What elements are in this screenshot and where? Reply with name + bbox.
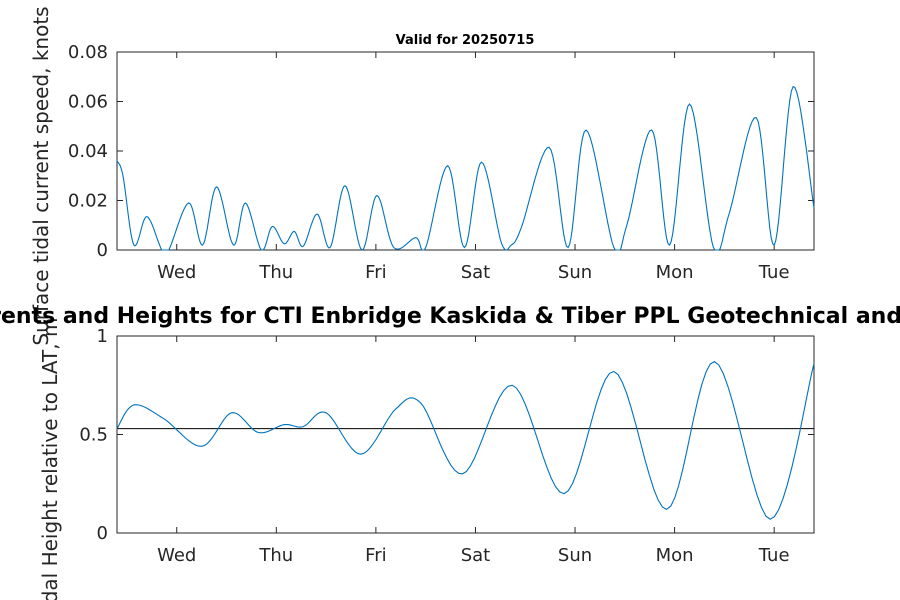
figure-main-title: Surface Tidal Currents and Heights for C… — [0, 304, 900, 329]
tidal-height-ticks: Wed Thu Fri Sat Sun Mon Tue 0 0.5 1 — [79, 326, 814, 566]
x-tick-label: Wed — [157, 545, 196, 566]
y-tick-label: 0.04 — [68, 141, 108, 162]
x-tick-label: Tue — [758, 262, 790, 283]
x-tick-label: Sun — [558, 262, 592, 283]
top-panel-title: Valid for 20250715 — [396, 33, 535, 48]
current-speed-axes-box — [116, 51, 815, 251]
tidal-height-ylabel: Tidal Height relative to LAT, m — [38, 318, 62, 600]
tidal-height-panel: Wed Thu Fri Sat Sun Mon Tue 0 0.5 1 Tidal Height … — [38, 318, 815, 600]
y-tick-label: 0.02 — [68, 191, 108, 212]
x-tick-label: Fri — [365, 262, 386, 283]
y-tick-label: 0 — [97, 240, 108, 261]
y-tick-label: 1 — [97, 326, 108, 347]
current-speed-panel: Valid for 20250715 Wed Thu Fri Sat Sun Mon Tue… — [29, 6, 815, 346]
current-speed-ticks: Wed Thu Fri Sat Sun Mon Tue 0 0.02 0.04 0.06 0.08 — [68, 42, 814, 283]
y-tick-label: 0.06 — [68, 92, 108, 113]
x-tick-label: Wed — [157, 262, 196, 283]
x-tick-label: Tue — [758, 545, 790, 566]
x-tick-label: Mon — [656, 545, 694, 566]
x-tick-label: Fri — [365, 545, 386, 566]
x-tick-label: Sat — [461, 262, 491, 283]
x-tick-label: Sat — [461, 545, 491, 566]
x-tick-label: Thu — [258, 545, 293, 566]
x-tick-label: Sun — [558, 545, 592, 566]
current-speed-line — [116, 85, 815, 251]
tidal-height-line — [116, 360, 815, 520]
current-speed-ylabel: Surface tidal current speed, knots — [29, 6, 53, 345]
y-tick-label: 0 — [97, 523, 108, 544]
y-tick-label: 0.5 — [79, 425, 108, 446]
y-tick-label: 0.08 — [68, 42, 108, 63]
x-tick-label: Mon — [656, 262, 694, 283]
x-tick-label: Thu — [258, 262, 293, 283]
